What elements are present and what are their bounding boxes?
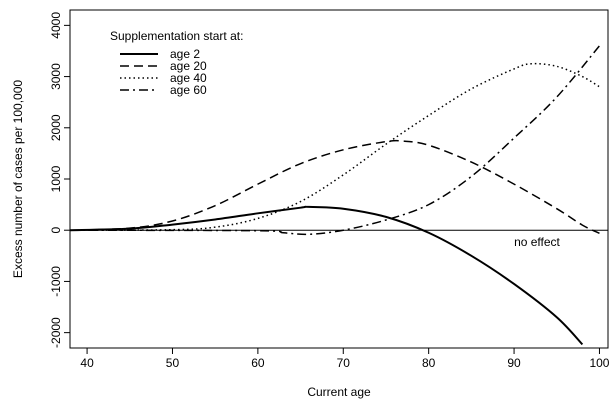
y-tick-label: -2000: [49, 317, 63, 348]
y-tick-label: 4000: [49, 12, 63, 39]
x-axis-title: Current age: [307, 385, 371, 399]
y-ticks: -2000 -1000 0 1000 2000 3000 4000: [49, 12, 70, 348]
series-line-age-60: [70, 45, 601, 236]
x-tick-label: 40: [80, 356, 94, 370]
legend-label-age-40: age 40: [170, 71, 207, 85]
y-axis-title: Excess number of cases per 100,000: [11, 80, 25, 278]
x-tick-label: 80: [422, 356, 436, 370]
series-group: [70, 45, 601, 346]
y-tick-label: 2000: [49, 114, 63, 141]
no-effect-label: no effect: [514, 235, 560, 249]
x-tick-label: 90: [507, 356, 521, 370]
series-line-age-2: [70, 205, 584, 346]
legend-label-age-2: age 2: [170, 47, 200, 61]
x-tick-label: 60: [251, 356, 265, 370]
legend-label-age-20: age 20: [170, 59, 207, 73]
y-tick-label: 1000: [49, 165, 63, 192]
y-tick-label: 0: [49, 227, 63, 234]
x-tick-label: 100: [589, 356, 609, 370]
y-tick-label: -1000: [49, 266, 63, 297]
legend-label-age-60: age 60: [170, 83, 207, 97]
series-line-age-40: [70, 62, 600, 231]
y-tick-label: 3000: [49, 63, 63, 90]
x-ticks: 40 50 60 70 80 90 100: [80, 348, 610, 370]
plot-frame: [69, 9, 609, 349]
legend-title: Supplementation start at:: [110, 29, 243, 43]
x-tick-label: 70: [337, 356, 351, 370]
series-line-age-20: [70, 139, 600, 234]
x-tick-label: 50: [166, 356, 180, 370]
